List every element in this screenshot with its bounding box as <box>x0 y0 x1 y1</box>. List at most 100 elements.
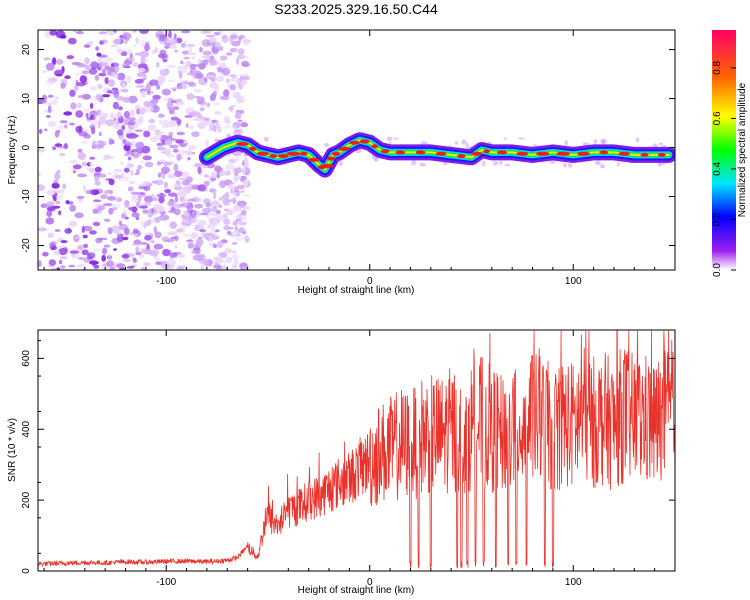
noise-speck <box>156 193 167 198</box>
noise-speck <box>103 203 113 207</box>
noise-speck <box>116 72 126 81</box>
noise-speck <box>161 88 171 96</box>
noise-speck <box>157 172 162 178</box>
noise-speck <box>129 52 133 60</box>
noise-speck <box>187 47 193 55</box>
noise-speck <box>117 49 123 54</box>
noise-speck <box>240 55 249 59</box>
noise-speck <box>84 64 91 70</box>
ridge-peak <box>599 150 609 155</box>
noise-speck <box>211 119 218 124</box>
noise-speck <box>184 40 188 44</box>
noise-speck <box>81 161 88 167</box>
noise-speck <box>167 258 176 267</box>
noise-speck <box>173 164 179 172</box>
noise-speck <box>40 70 49 73</box>
noise-speck <box>176 131 185 136</box>
noise-speck <box>89 156 96 160</box>
noise-speck <box>137 202 145 206</box>
noise-speck <box>215 75 225 82</box>
noise-speck <box>76 31 84 35</box>
snr-frame <box>37 329 676 572</box>
ridge-peak <box>331 151 341 156</box>
noise-speck <box>139 30 149 34</box>
noise-speck <box>158 113 164 119</box>
noise-speck <box>69 89 76 97</box>
noise-speck <box>131 212 140 218</box>
noise-speck <box>167 200 175 207</box>
noise-speck <box>42 94 47 102</box>
noise-speck <box>232 220 239 226</box>
noise-speck <box>175 228 183 233</box>
noise-speck <box>197 123 206 128</box>
noise-speck <box>98 31 108 35</box>
noise-speck <box>564 140 568 146</box>
noise-speck <box>171 100 177 103</box>
noise-speck <box>395 137 399 140</box>
noise-speck <box>51 245 58 251</box>
noise-speck <box>209 81 219 89</box>
ridge-peak <box>256 151 269 156</box>
noise-speck <box>47 207 54 211</box>
noise-speck <box>234 226 239 231</box>
noise-speck <box>236 237 242 242</box>
noise-speck <box>223 208 230 212</box>
noise-speck <box>103 190 110 195</box>
noise-speck <box>137 67 146 73</box>
noise-speck <box>83 184 87 192</box>
noise-speck <box>225 52 233 56</box>
noise-speck <box>40 203 48 208</box>
noise-speck <box>64 75 71 80</box>
ridge-peak <box>457 154 466 159</box>
noise-speck <box>198 62 206 70</box>
ridge-peak <box>337 146 351 151</box>
noise-speck <box>168 119 177 128</box>
noise-speck <box>156 163 161 166</box>
noise-speck <box>115 197 123 203</box>
noise-speck <box>55 200 61 205</box>
snr-ytick-label: 400 <box>21 420 32 437</box>
noise-speck <box>130 191 139 195</box>
noise-speck <box>121 213 127 219</box>
noise-speck <box>226 78 230 84</box>
noise-speck <box>142 58 149 63</box>
noise-speck <box>140 39 146 48</box>
noise-speck <box>182 50 189 55</box>
noise-speck <box>58 124 64 131</box>
noise-speck <box>203 117 211 122</box>
noise-speck <box>203 180 210 187</box>
noise-speck <box>187 198 196 202</box>
noise-speck <box>196 96 205 104</box>
noise-speck <box>68 220 78 227</box>
noise-speck <box>183 56 190 60</box>
noise-speck <box>89 260 99 265</box>
noise-speck <box>97 83 103 90</box>
noise-speck <box>132 257 137 262</box>
noise-speck <box>94 180 101 186</box>
noise-speck <box>176 265 184 270</box>
noise-speck <box>129 109 135 117</box>
noise-speck <box>134 172 140 176</box>
noise-speck <box>46 189 56 196</box>
noise-speck <box>152 94 161 100</box>
spectrogram-ytick-label: 0 <box>21 144 32 150</box>
noise-speck <box>174 235 179 242</box>
noise-speck <box>138 183 148 187</box>
noise-speck <box>145 219 151 226</box>
noise-speck <box>230 77 240 83</box>
noise-speck <box>204 139 210 148</box>
noise-speck <box>199 107 205 112</box>
noise-speck <box>82 234 88 239</box>
noise-speck <box>85 112 89 118</box>
noise-speck <box>72 164 82 170</box>
noise-speck <box>77 152 86 160</box>
ridge-peak <box>536 151 550 156</box>
noise-speck <box>133 153 139 159</box>
ridge-peak <box>640 152 649 157</box>
noise-speck <box>131 195 140 203</box>
noise-speck <box>128 180 136 185</box>
noise-speck <box>213 191 217 200</box>
noise-speck <box>200 30 210 34</box>
noise-speck <box>47 105 52 114</box>
